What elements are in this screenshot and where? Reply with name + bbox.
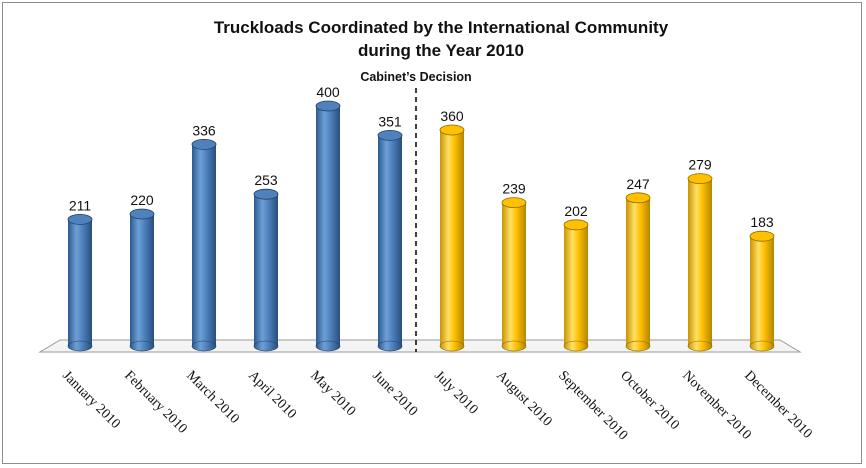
bar	[625, 192, 651, 352]
value-label: 279	[688, 157, 712, 173]
value-label: 211	[69, 197, 92, 213]
value-label: 220	[130, 192, 154, 208]
value-label: 253	[254, 172, 278, 188]
category-label: August 2010	[493, 368, 554, 429]
value-label: 247	[626, 176, 650, 192]
value-label: 336	[192, 122, 216, 138]
value-label: 360	[440, 108, 464, 124]
bar	[253, 188, 279, 352]
bar	[315, 100, 341, 352]
bar	[501, 197, 527, 352]
category-label: May 2010	[307, 368, 358, 419]
category-label: July 2010	[431, 368, 480, 417]
chart-subtitle: during the Year 2010	[358, 41, 524, 60]
value-label: 400	[316, 84, 340, 100]
category-label: March 2010	[183, 368, 242, 427]
bar	[563, 219, 589, 352]
floor-plane	[38, 339, 802, 353]
bar	[439, 124, 465, 352]
bar	[191, 138, 217, 352]
bar	[67, 213, 93, 352]
decision-annotation: Cabinet’s Decision	[360, 70, 471, 84]
chart-title: Truckloads Coordinated by the Internatio…	[214, 18, 669, 37]
value-label: 239	[502, 181, 526, 197]
category-label: February 2010	[121, 368, 190, 437]
bar	[377, 129, 403, 352]
category-label: April 2010	[245, 368, 299, 422]
bar	[687, 173, 713, 352]
category-label: June 2010	[369, 368, 420, 419]
category-label: October 2010	[617, 368, 682, 433]
bar	[129, 208, 155, 352]
bars	[67, 100, 775, 352]
value-label: 183	[750, 214, 774, 230]
bar	[749, 230, 775, 352]
value-labels: 211 220 336 253 400 351 360 239 202 247 279 183	[69, 84, 774, 230]
value-label: 202	[564, 203, 588, 219]
value-label: 351	[378, 113, 402, 129]
category-label: January 2010	[59, 368, 123, 432]
